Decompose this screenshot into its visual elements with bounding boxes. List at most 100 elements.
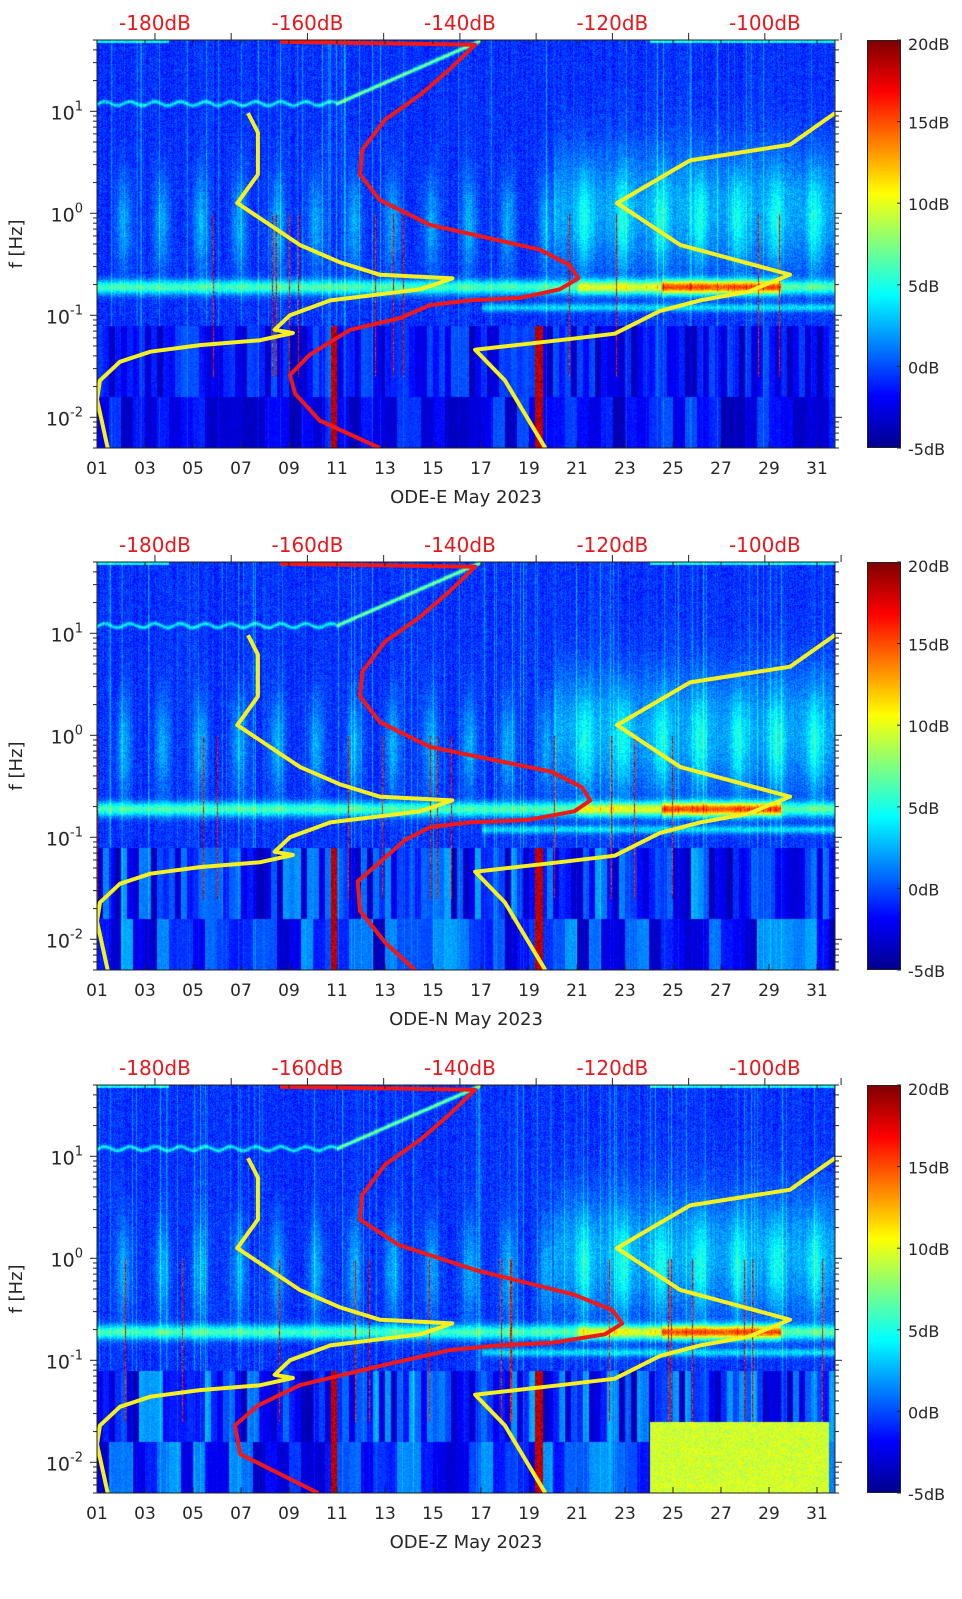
y-tick-exponent: -1 <box>70 825 83 840</box>
panel-ode-n: 01 03 05 07 09 11 13 15 17 19 21 23 25 27 29 31 ODE-N Ma… <box>0 522 962 1044</box>
colorbar-tick-label: 10dB <box>908 1240 950 1259</box>
top-tick-label: -120dB <box>576 11 648 35</box>
x-tick-label: 15 <box>422 1504 444 1524</box>
y-tick-label: 10-2 <box>46 927 83 952</box>
y-tick-label: 101 <box>51 621 83 646</box>
y-tick-base: 10 <box>46 306 70 328</box>
top-tick-label: -160dB <box>272 11 344 35</box>
plot-frame <box>96 1084 836 1494</box>
y-tick-base: 10 <box>51 204 75 226</box>
panel-ode-z: 01 03 05 07 09 11 13 15 17 19 21 23 25 27 29 31 ODE-Z Ma… <box>0 1045 962 1567</box>
colorbar-tick-label: 0dB <box>908 358 939 377</box>
colorbar-tick-label: 0dB <box>908 1403 939 1422</box>
median-curve <box>279 562 593 970</box>
top-tick-label: -120dB <box>576 1056 648 1080</box>
y-tick-exponent: -2 <box>70 927 83 942</box>
noise-model-low-curve <box>97 1157 455 1493</box>
colorbar-tick-label: 20dB <box>908 35 950 54</box>
x-tick-label: 01 <box>86 459 108 479</box>
x-tick-label: 29 <box>758 459 780 479</box>
y-tick-exponent: -2 <box>70 1450 83 1465</box>
x-axis-label: ODE-N May 2023 <box>389 1009 543 1030</box>
colorbar-tick-label: 15dB <box>908 636 950 655</box>
top-tick-label: -120dB <box>576 533 648 557</box>
colorbar-tick-label: 5dB <box>908 799 939 818</box>
y-axis-label: f [Hz] <box>6 1264 27 1313</box>
top-tick-label: -180dB <box>119 11 191 35</box>
x-tick-label: 31 <box>806 1504 828 1524</box>
spectrogram-heatmap <box>97 40 835 448</box>
x-tick-label: 11 <box>326 981 348 1001</box>
colorbar-tick-label: 5dB <box>908 277 939 296</box>
x-tick-label: 11 <box>326 459 348 479</box>
noise-model-low-curve <box>97 634 455 970</box>
colorbar <box>867 562 901 970</box>
x-tick-label: 21 <box>566 981 588 1001</box>
top-tick-label: -160dB <box>272 1056 344 1080</box>
panel-ode-e: 01 03 05 07 09 11 13 15 17 19 21 23 25 27 29 31 ODE-E Ma… <box>0 0 962 522</box>
y-tick-base: 10 <box>46 408 70 430</box>
x-tick-label: 01 <box>86 981 108 1001</box>
y-tick-base: 10 <box>46 828 70 850</box>
y-tick-label: 10-2 <box>46 1450 83 1475</box>
top-tick-label: -160dB <box>272 533 344 557</box>
x-tick-label: 27 <box>710 1504 732 1524</box>
x-tick-label: 19 <box>518 1504 540 1524</box>
x-tick-label: 05 <box>182 1504 204 1524</box>
x-tick-label: 13 <box>374 459 396 479</box>
x-tick-label: 25 <box>662 1504 684 1524</box>
spectrogram-heatmap <box>97 1085 835 1493</box>
spectrogram-heatmap <box>97 562 835 970</box>
y-tick-label: 101 <box>51 1144 83 1169</box>
y-tick-exponent: 0 <box>75 723 83 738</box>
y-tick-base: 10 <box>46 930 70 952</box>
y-tick-exponent: 1 <box>75 99 83 114</box>
x-tick-label: 31 <box>806 981 828 1001</box>
y-tick-exponent: -1 <box>70 303 83 318</box>
y-tick-label: 10-1 <box>46 1348 83 1373</box>
x-tick-label: 29 <box>758 981 780 1001</box>
top-tick-label: -140dB <box>424 533 496 557</box>
colorbar-tick-label: 10dB <box>908 195 950 214</box>
y-tick-label: 10-2 <box>46 405 83 430</box>
top-tick-label: -180dB <box>119 533 191 557</box>
noise-model-high-curve <box>473 633 835 970</box>
y-tick-base: 10 <box>46 1453 70 1475</box>
noise-model-low-curve <box>97 112 455 448</box>
x-tick-label: 27 <box>710 459 732 479</box>
x-tick-label: 11 <box>326 1504 348 1524</box>
x-tick-label: 07 <box>230 459 252 479</box>
colorbar-tick-label: 20dB <box>908 1080 950 1099</box>
x-tick-label: 25 <box>662 459 684 479</box>
x-tick-label: 17 <box>470 981 492 1001</box>
y-tick-exponent: -1 <box>70 1348 83 1363</box>
median-curve <box>279 40 581 448</box>
x-tick-label: 05 <box>182 981 204 1001</box>
x-tick-label: 07 <box>230 981 252 1001</box>
curves <box>97 40 835 448</box>
x-tick-label: 01 <box>86 1504 108 1524</box>
median-curve <box>233 1085 625 1493</box>
x-tick-label: 25 <box>662 981 684 1001</box>
x-tick-label: 21 <box>566 1504 588 1524</box>
x-tick-label: 05 <box>182 459 204 479</box>
y-tick-base: 10 <box>51 624 75 646</box>
x-tick-label: 23 <box>614 1504 636 1524</box>
x-tick-label: 19 <box>518 459 540 479</box>
curves <box>97 1085 835 1493</box>
colorbar <box>867 1085 901 1493</box>
y-axis-label: f [Hz] <box>6 219 27 268</box>
y-tick-label: 100 <box>51 723 83 748</box>
y-tick-exponent: 1 <box>75 621 83 636</box>
colorbar <box>867 40 901 448</box>
x-tick-label: 13 <box>374 1504 396 1524</box>
x-tick-label: 15 <box>422 459 444 479</box>
x-axis-label: ODE-Z May 2023 <box>390 1532 543 1553</box>
top-tick-label: -100dB <box>729 11 801 35</box>
x-tick-label: 09 <box>278 1504 300 1524</box>
noise-model-high-curve <box>473 1156 835 1493</box>
x-tick-label: 03 <box>134 1504 156 1524</box>
x-tick-label: 09 <box>278 981 300 1001</box>
top-tick-label: -180dB <box>119 1056 191 1080</box>
